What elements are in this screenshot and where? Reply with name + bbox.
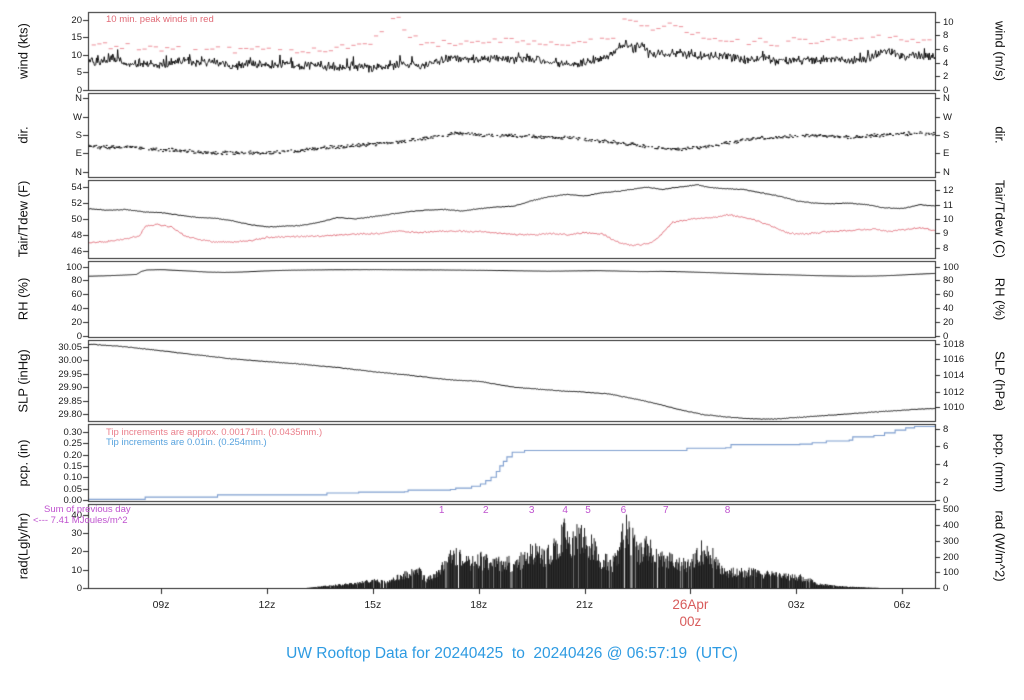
- figure-title: UW Rooftop Data for 20240425 to 20240426…: [286, 645, 738, 662]
